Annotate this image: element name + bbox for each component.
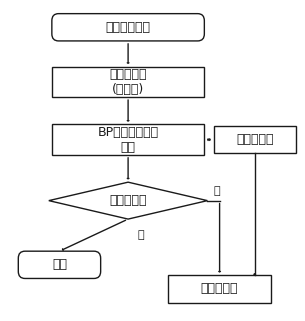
- Bar: [52, 125, 204, 155]
- Text: 返回: 返回: [52, 258, 67, 271]
- Text: 专家知识库: 专家知识库: [236, 133, 273, 146]
- Text: 否: 否: [137, 230, 144, 240]
- Bar: [168, 275, 271, 302]
- Text: 数据预处理
(优先级): 数据预处理 (优先级): [109, 68, 147, 96]
- FancyBboxPatch shape: [52, 13, 204, 41]
- Bar: [52, 67, 204, 97]
- FancyBboxPatch shape: [18, 251, 101, 279]
- Bar: [214, 126, 296, 153]
- Text: BP神经网络故障
诊断: BP神经网络故障 诊断: [98, 126, 159, 154]
- Polygon shape: [49, 182, 207, 219]
- Text: 是: 是: [214, 186, 220, 196]
- Text: 采集状态数据: 采集状态数据: [106, 21, 151, 34]
- Text: 是否有故障: 是否有故障: [109, 194, 147, 207]
- Text: 故障树显示: 故障树显示: [201, 282, 238, 295]
